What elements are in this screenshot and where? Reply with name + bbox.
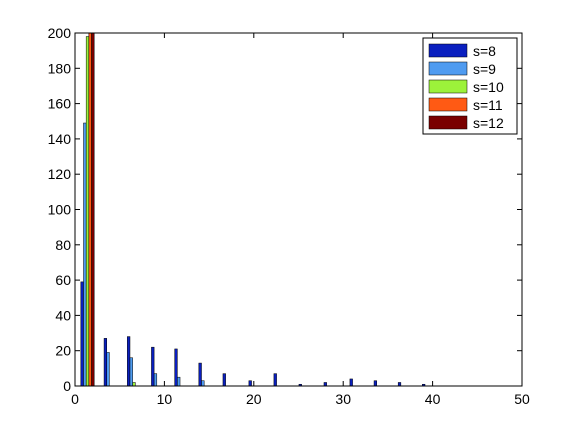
y-tick-label-8: 160	[48, 96, 72, 112]
bar-s8-12	[373, 380, 377, 387]
y-tick-label-5: 100	[48, 202, 72, 218]
x-tick-label-5: 50	[514, 391, 530, 407]
bar-s8-3	[151, 346, 155, 387]
legend-label-3: s=11	[473, 97, 503, 113]
bar-s8-10	[323, 382, 327, 387]
x-tick-label-1: 10	[157, 391, 173, 407]
bar-s12-0	[91, 32, 95, 387]
x-tick-label-0: 0	[71, 391, 79, 407]
bar-s11-0	[88, 32, 92, 387]
bar-s9-4	[177, 376, 181, 387]
bar-s8-1	[103, 338, 107, 387]
bar-s10-0	[85, 36, 90, 387]
bar-s8-8	[273, 373, 277, 387]
bar-s10-1	[132, 382, 136, 387]
y-tick-label-4: 80	[55, 237, 71, 253]
legend-label-0: s=8	[473, 43, 496, 59]
y-tick-label-3: 60	[55, 272, 71, 288]
bar-s8-0	[80, 281, 84, 387]
x-tick-label-3: 30	[335, 391, 351, 407]
bar-s8-11	[349, 378, 353, 387]
bar-s9-2	[129, 357, 133, 387]
legend-label-4: s=12	[473, 115, 504, 131]
y-tick-label-10: 200	[48, 25, 72, 41]
legend-swatch-0	[428, 43, 468, 58]
bar-s8-7	[248, 380, 252, 387]
y-tick-label-1: 20	[55, 343, 71, 359]
legend-swatch-3	[428, 97, 468, 112]
x-tick-label-2: 20	[246, 391, 262, 407]
y-tick-label-6: 120	[48, 166, 72, 182]
axes-layer: 0 10 20 30 40 50 0 20 40 60 80 100 120 140 160 180 200	[48, 25, 530, 407]
bar-s9-0	[83, 122, 87, 387]
x-tick-label-4: 40	[425, 391, 441, 407]
bar-s8-6	[222, 373, 226, 387]
bar-s8-2	[127, 336, 131, 387]
bar-s8-13	[397, 382, 402, 387]
legend-swatch-2	[428, 79, 468, 94]
bar-s9-3	[153, 373, 158, 387]
legend-label-2: s=10	[473, 79, 504, 95]
bar-s8-4	[174, 348, 178, 387]
legend-label-1: s=9	[473, 61, 496, 77]
legend: s=8 s=9 s=10 s=11 s=12	[422, 37, 518, 135]
y-tick-label-7: 140	[48, 131, 72, 147]
y-tick-label-2: 40	[55, 307, 71, 323]
legend-swatch-1	[428, 61, 468, 76]
bar-s9-1	[106, 352, 110, 387]
y-tick-label-9: 180	[48, 60, 72, 76]
bar-s8-5	[198, 362, 202, 387]
legend-swatch-4	[428, 115, 468, 130]
bar-s9-5	[201, 380, 205, 387]
y-tick-label-0: 0	[63, 378, 71, 394]
